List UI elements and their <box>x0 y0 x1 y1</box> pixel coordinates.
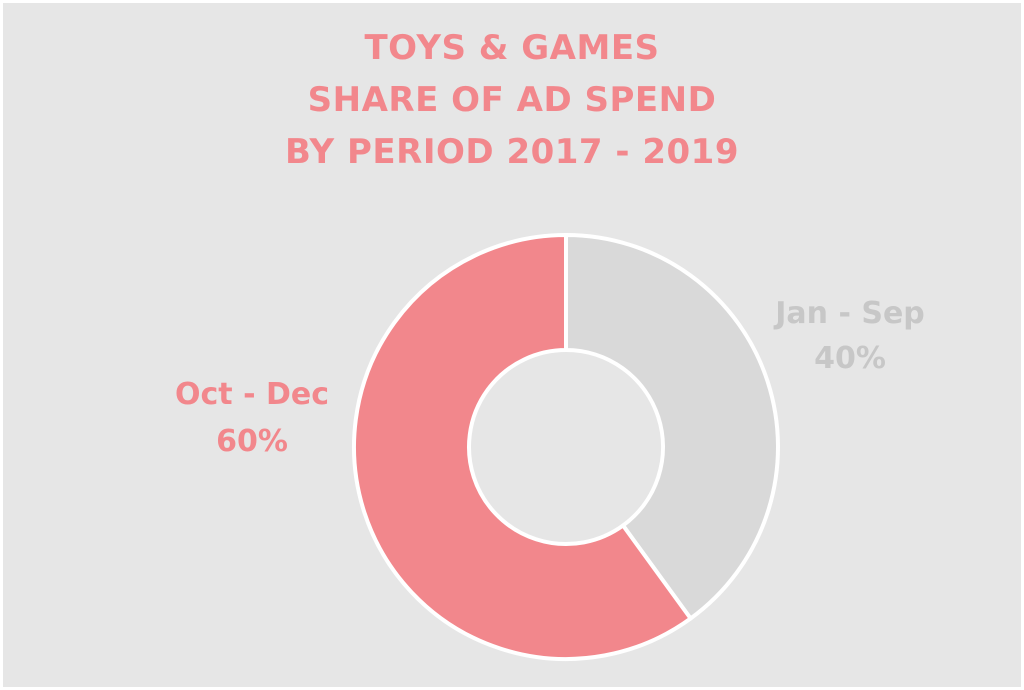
slice-oct-dec <box>352 233 693 661</box>
chart-title: TOYS & GAMES SHARE OF AD SPEND BY PERIOD… <box>0 22 1024 178</box>
donut-slices <box>352 233 780 661</box>
slice-value-jan-sep: 40% <box>814 341 886 376</box>
chart-title-line-1: TOYS & GAMES <box>364 28 660 68</box>
slice-label-oct-dec: Oct - Dec <box>175 377 329 412</box>
slice-value-oct-dec: 60% <box>216 424 288 459</box>
chart-title-line-3: BY PERIOD 2017 - 2019 <box>285 132 739 172</box>
chart-title-line-2: SHARE OF AD SPEND <box>307 80 717 120</box>
slice-label-jan-sep: Jan - Sep <box>773 296 925 331</box>
slice-jan-sep <box>564 233 780 621</box>
